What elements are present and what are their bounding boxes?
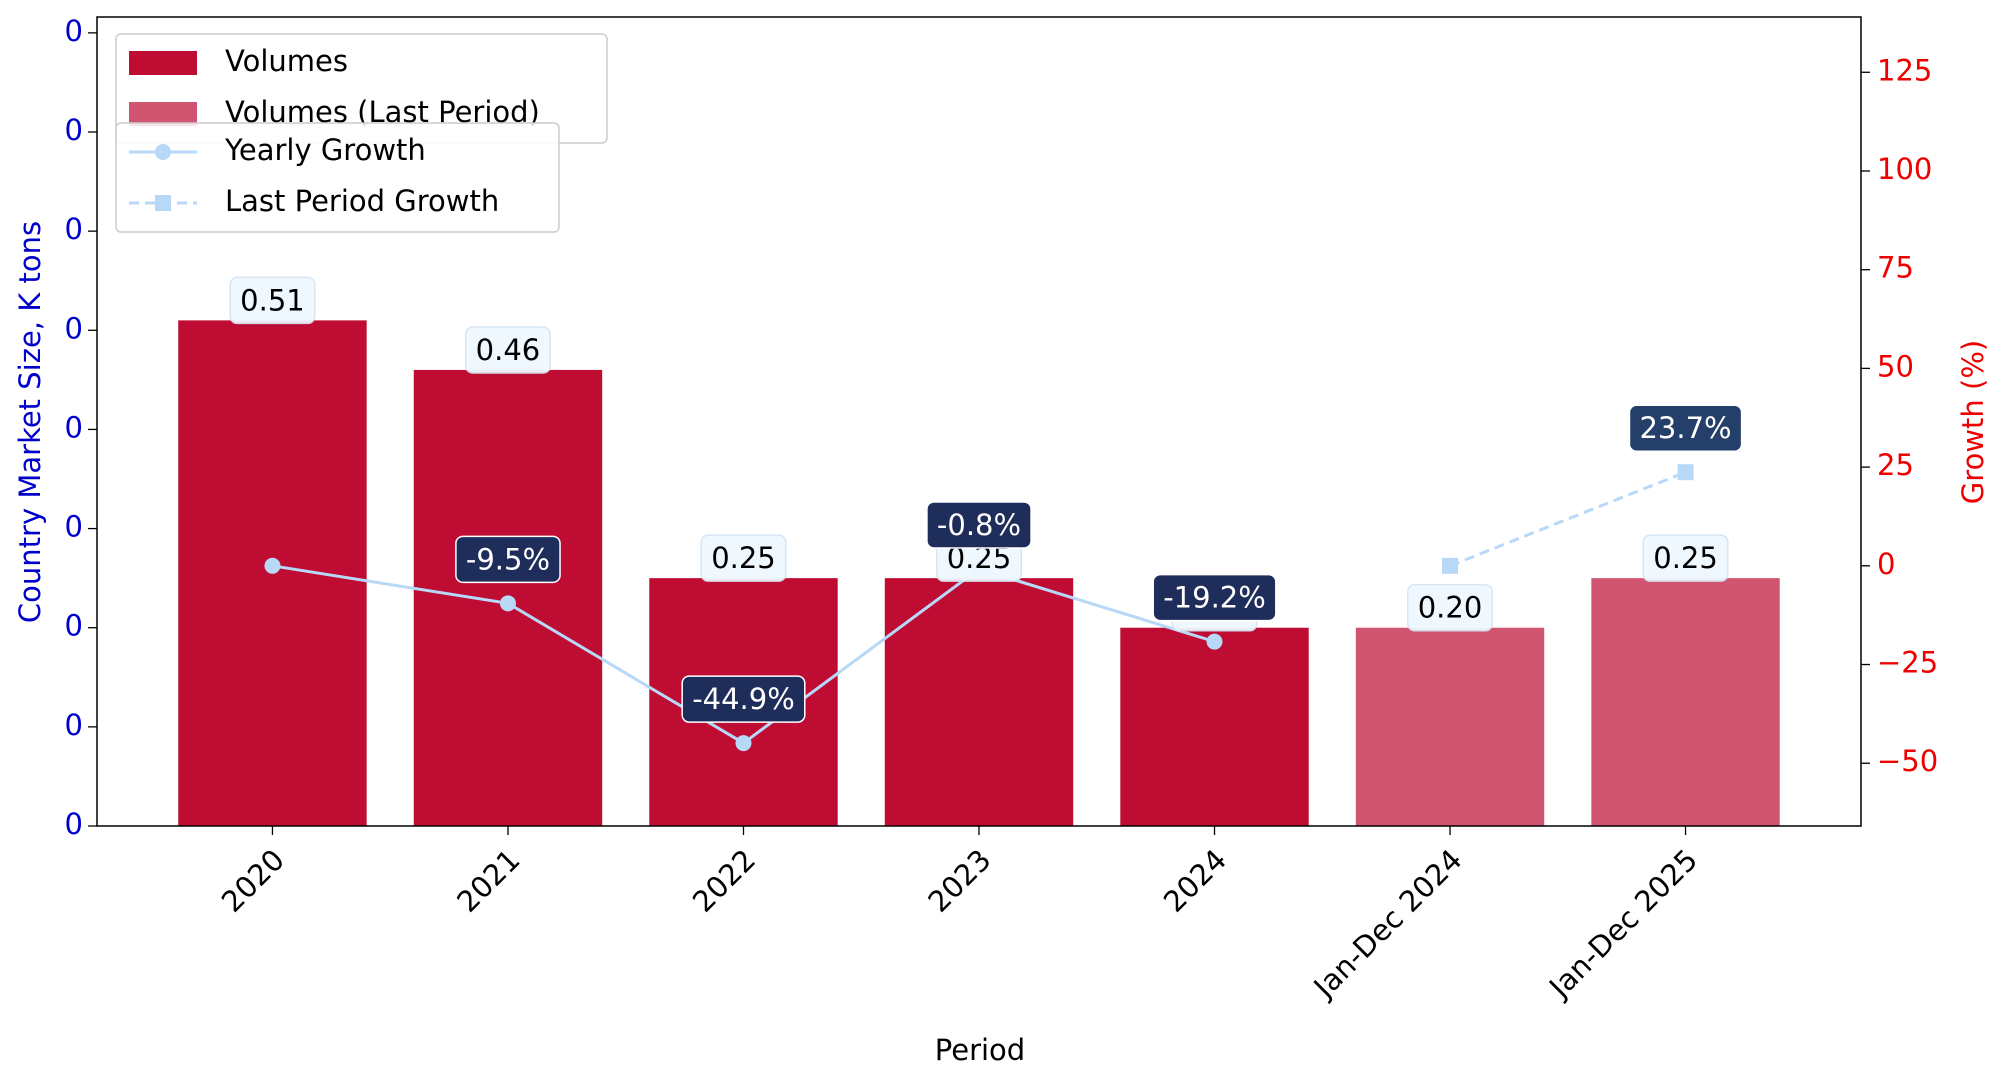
legend-box (115, 122, 560, 233)
y2-axis-label: Growth (%) (1956, 340, 1990, 504)
value-label-text: -0.8% (937, 508, 1021, 542)
y2-tick-label: 25 (1877, 448, 1914, 482)
value-label-text: 0.25 (711, 541, 776, 575)
value-label-text: -19.2% (1163, 581, 1266, 615)
y2-tick-label: 50 (1877, 349, 1914, 383)
x-axis-label: Period (935, 1033, 1025, 1067)
legend-label: Volumes (225, 44, 348, 78)
bar (884, 578, 1074, 826)
value-label: 23.7% (1628, 404, 1743, 452)
value-label: -44.9% (681, 675, 806, 723)
value-label-box (700, 534, 787, 582)
value-label-box (1152, 573, 1277, 622)
value-label-text: 0.20 (1418, 591, 1483, 625)
bar (1591, 578, 1780, 826)
y2-tick-label: 100 (1877, 152, 1932, 186)
legend: Yearly Growth Last Period Growth (115, 122, 560, 233)
line (1449, 470, 1687, 568)
value-label: -19.2% (1152, 573, 1277, 622)
value-label-box (229, 276, 316, 325)
value-label-text: -9.5% (466, 542, 550, 576)
value-label-box (455, 535, 561, 584)
legend-marker (155, 195, 171, 211)
value-label-text: 0.46 (476, 333, 541, 367)
legend-label: Yearly Growth (224, 133, 426, 167)
legend-swatch (129, 102, 197, 126)
bar (1355, 627, 1545, 826)
y-tick-label: 0 (65, 311, 83, 345)
value-label-text: 23.7% (1639, 411, 1731, 445)
marker (1442, 557, 1459, 574)
x-tick-label: 2020 (215, 843, 291, 919)
marker (1677, 464, 1694, 481)
legend-label: Last Period Growth (225, 184, 499, 218)
legend-swatch (129, 51, 197, 75)
y2-tick-label: −25 (1877, 646, 1938, 680)
value-label: -9.5% (455, 535, 561, 584)
legend-marker (155, 144, 171, 160)
x-tick-label: Jan-Dec 2024 (1306, 843, 1469, 1006)
value-label-box (1406, 583, 1494, 632)
y2-tick-label: −50 (1877, 744, 1938, 778)
x-tick-label: 2022 (686, 843, 762, 919)
x-tick-label: Jan-Dec 2025 (1541, 843, 1704, 1006)
value-label-text: -44.9% (692, 682, 795, 716)
value-label-text: 0.51 (240, 283, 305, 317)
marker (1206, 633, 1223, 650)
value-label: -0.8% (926, 501, 1032, 549)
value-label-box (1628, 404, 1743, 452)
y-tick-label: 0 (65, 113, 83, 147)
value-label: 0.20 (1406, 583, 1494, 632)
x-tick-label: 2021 (450, 843, 526, 919)
y-tick-label: 0 (65, 510, 83, 544)
y-tick-label: 0 (65, 708, 83, 742)
marker (735, 735, 752, 752)
y2-tick-label: 0 (1877, 547, 1895, 581)
value-label: 0.25 (1642, 534, 1729, 582)
value-label: 0.25 (700, 534, 787, 582)
y-axis-label: Country Market Size, K tons (13, 221, 47, 623)
marker (499, 595, 516, 612)
marker (264, 557, 281, 574)
y-tick-label: 0 (65, 212, 83, 246)
y-tick-label: 0 (65, 14, 83, 48)
value-label-box (1642, 534, 1729, 582)
value-label: 0.51 (229, 276, 316, 325)
value-label-text: 0.25 (1653, 541, 1718, 575)
bar (1120, 627, 1309, 826)
value-label: 0.46 (464, 326, 552, 374)
y-tick-label: 0 (65, 807, 83, 841)
value-label-box (464, 326, 552, 374)
y2-tick-label: 125 (1877, 53, 1932, 87)
plot-frame (96, 16, 1862, 827)
x-tick-label: 2023 (921, 843, 997, 919)
y-tick-label: 0 (65, 609, 83, 643)
value-label-box (681, 675, 806, 723)
y2-tick-label: 75 (1877, 251, 1914, 285)
value-label-box (926, 501, 1032, 549)
x-tick-label: 2024 (1157, 843, 1233, 919)
y-tick-label: 0 (65, 410, 83, 444)
